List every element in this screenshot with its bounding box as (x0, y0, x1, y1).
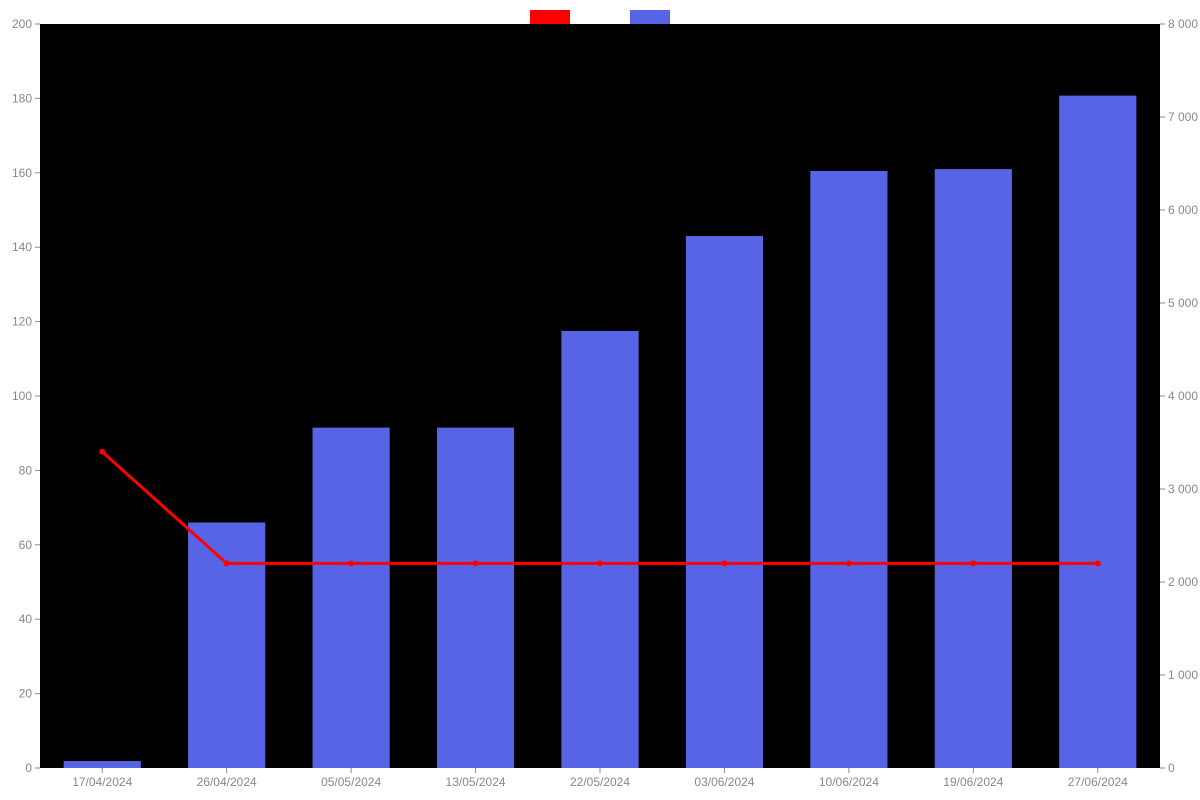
left-axis-tick-label: 0 (25, 761, 32, 775)
left-axis-tick-label: 80 (19, 463, 33, 477)
line-marker (597, 560, 603, 566)
bar (64, 761, 141, 768)
x-axis-tick-label: 05/05/2024 (321, 775, 381, 789)
left-axis-tick-label: 120 (12, 315, 32, 329)
right-axis-tick-label: 7 000 (1168, 110, 1198, 124)
left-axis-tick-label: 60 (19, 538, 33, 552)
left-axis-tick-label: 20 (19, 687, 33, 701)
right-axis-tick-label: 5 000 (1168, 296, 1198, 310)
left-axis-tick-label: 200 (12, 17, 32, 31)
left-axis-tick-label: 160 (12, 166, 32, 180)
line-marker (348, 560, 354, 566)
left-axis-tick-label: 180 (12, 91, 32, 105)
left-axis-tick-label: 100 (12, 389, 32, 403)
bar (313, 428, 390, 768)
dual-axis-chart: 0 20 40 60 80 100 120 140 160 180 200 0 1 000 2 000 3 … (0, 0, 1200, 800)
bar (561, 331, 638, 768)
x-axis-tick-label: 10/06/2024 (819, 775, 879, 789)
x-axis-tick-label: 19/06/2024 (943, 775, 1003, 789)
line-marker (224, 560, 230, 566)
legend-swatch (530, 10, 570, 24)
x-axis-tick-label: 27/06/2024 (1068, 775, 1128, 789)
line-marker (970, 560, 976, 566)
x-axis-tick-label: 13/05/2024 (446, 775, 506, 789)
right-axis-tick-label: 3 000 (1168, 482, 1198, 496)
x-axis-tick-label: 17/04/2024 (72, 775, 132, 789)
right-axis-tick-label: 4 000 (1168, 389, 1198, 403)
bar (188, 522, 265, 768)
line-marker (846, 560, 852, 566)
x-axis-tick-label: 22/05/2024 (570, 775, 630, 789)
right-axis-tick-label: 8 000 (1168, 17, 1198, 31)
bar (810, 171, 887, 768)
bar (1059, 96, 1136, 768)
right-axis-tick-label: 2 000 (1168, 575, 1198, 589)
line-marker (721, 560, 727, 566)
legend-swatch (630, 10, 670, 24)
x-axis-tick-label: 03/06/2024 (694, 775, 754, 789)
bar (686, 236, 763, 768)
right-axis-tick-label: 6 000 (1168, 203, 1198, 217)
x-axis-tick-label: 26/04/2024 (197, 775, 257, 789)
line-marker (99, 449, 105, 455)
line-marker (473, 560, 479, 566)
left-axis-tick-label: 40 (19, 612, 33, 626)
right-axis-tick-label: 0 (1168, 761, 1175, 775)
bar (437, 428, 514, 768)
right-axis-tick-label: 1 000 (1168, 668, 1198, 682)
line-marker (1095, 560, 1101, 566)
bar (935, 169, 1012, 768)
left-axis-tick-label: 140 (12, 240, 32, 254)
